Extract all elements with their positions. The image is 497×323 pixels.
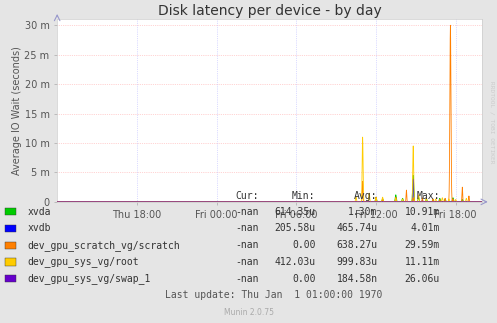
Text: Last update: Thu Jan  1 01:00:00 1970: Last update: Thu Jan 1 01:00:00 1970 (165, 290, 382, 300)
Text: Avg:: Avg: (354, 191, 378, 201)
Text: Cur:: Cur: (235, 191, 258, 201)
Text: -nan: -nan (235, 257, 258, 267)
Text: 11.11m: 11.11m (405, 257, 440, 267)
Text: 638.27u: 638.27u (336, 240, 378, 250)
Text: dev_gpu_sys_vg/root: dev_gpu_sys_vg/root (27, 256, 139, 267)
Text: RRDTOOL / TOBI OETIKER: RRDTOOL / TOBI OETIKER (490, 81, 495, 164)
Text: xvda: xvda (27, 207, 51, 216)
Text: -nan: -nan (235, 274, 258, 284)
Text: 0.00: 0.00 (292, 274, 316, 284)
Text: dev_gpu_scratch_vg/scratch: dev_gpu_scratch_vg/scratch (27, 240, 180, 251)
Text: -nan: -nan (235, 207, 258, 216)
Text: 0.00: 0.00 (292, 240, 316, 250)
Text: 29.59m: 29.59m (405, 240, 440, 250)
Text: -nan: -nan (235, 240, 258, 250)
Text: 1.30m: 1.30m (348, 207, 378, 216)
Text: 999.83u: 999.83u (336, 257, 378, 267)
Text: 205.58u: 205.58u (274, 224, 316, 233)
Text: Min:: Min: (292, 191, 316, 201)
Y-axis label: Average IO Wait (seconds): Average IO Wait (seconds) (11, 46, 21, 175)
Text: 465.74u: 465.74u (336, 224, 378, 233)
Text: 614.35u: 614.35u (274, 207, 316, 216)
Title: Disk latency per device - by day: Disk latency per device - by day (158, 4, 382, 18)
Text: dev_gpu_sys_vg/swap_1: dev_gpu_sys_vg/swap_1 (27, 273, 151, 284)
Text: 10.91m: 10.91m (405, 207, 440, 216)
Text: -nan: -nan (235, 224, 258, 233)
Text: Max:: Max: (416, 191, 440, 201)
Text: 4.01m: 4.01m (411, 224, 440, 233)
Text: 184.58n: 184.58n (336, 274, 378, 284)
Text: xvdb: xvdb (27, 224, 51, 233)
Text: Munin 2.0.75: Munin 2.0.75 (224, 308, 273, 317)
Text: 412.03u: 412.03u (274, 257, 316, 267)
Text: 26.06u: 26.06u (405, 274, 440, 284)
